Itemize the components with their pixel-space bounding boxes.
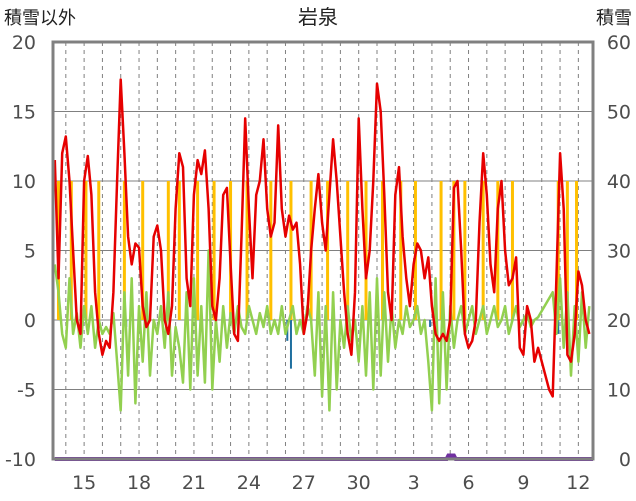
right-tick-label-4: 20	[607, 310, 631, 332]
sunshine-bar-18	[380, 181, 384, 320]
right-tick-label-2: 40	[607, 171, 631, 193]
precip-bar-2	[289, 320, 292, 369]
sunshine-bar-8	[196, 181, 200, 320]
sunshine-bar-26	[510, 181, 514, 320]
x-tick-label-4: 27	[292, 472, 316, 494]
x-tick-label-6: 3	[408, 472, 420, 494]
right-tick-label-5: 10	[607, 380, 631, 402]
precip-bar-5	[557, 320, 560, 334]
right-tick-label-3: 30	[607, 241, 631, 263]
right-tick-label-6: 0	[619, 449, 631, 471]
sunshine-bar-15	[326, 181, 330, 320]
temperature-line	[53, 78, 591, 398]
sunshine-bar-24	[481, 181, 485, 320]
x-tick-label-0: 15	[72, 472, 96, 494]
x-tick-label-2: 21	[182, 472, 206, 494]
sunshine-bar-11	[245, 181, 249, 320]
x-tick-label-1: 18	[127, 472, 151, 494]
plot-frame	[51, 40, 595, 461]
sunshine-bar-16	[346, 181, 350, 320]
left-tick-label-2: 10	[12, 171, 36, 193]
left-tick-label-4: 0	[24, 310, 36, 332]
x-tick-label-8: 9	[517, 472, 529, 494]
x-tick-label-3: 24	[237, 472, 261, 494]
left-tick-label-3: 5	[24, 241, 36, 263]
sunshine-bar-2	[84, 181, 88, 320]
temperature-series	[53, 78, 591, 398]
right-axis-label: 積雪	[596, 8, 632, 29]
sunshine-bar-7	[177, 181, 181, 320]
sunshine-bar-22	[452, 181, 456, 320]
sunshine-bar-25	[496, 181, 500, 320]
left-axis-label: 積雪以外	[4, 8, 76, 29]
right-tick-label-0: 60	[607, 32, 631, 54]
chart-title: 岩泉	[298, 5, 338, 29]
sunshine-bar-28	[565, 181, 569, 320]
wind-line	[53, 249, 591, 412]
sunshine-bar-5	[141, 181, 145, 320]
sunshine-bar-9	[212, 181, 216, 320]
sunshine-bar-4	[122, 181, 126, 320]
left-tick-label-1: 15	[12, 102, 36, 124]
sunshine-bar-29	[575, 181, 579, 320]
x-tick-label-5: 30	[347, 472, 371, 494]
sunshine-bar-23	[463, 181, 467, 320]
sunshine-bar-1	[69, 181, 73, 320]
x-tick-label-9: 12	[566, 472, 590, 494]
left-tick-label-5: -5	[17, 380, 36, 402]
x-tick-label-7: 6	[462, 472, 474, 494]
x-axis: 15 18 21 24 27 30 3 6 9 12	[72, 472, 590, 494]
sunshine-bar-17	[364, 181, 368, 320]
left-tick-label-0: 20	[12, 32, 36, 54]
right-tick-label-1: 50	[607, 102, 631, 124]
right-axis: 60 50 40 30 20 10 0	[607, 32, 631, 471]
sunshine-bar-19	[399, 181, 403, 320]
sunshine-bar-12	[269, 181, 273, 320]
sunshine-bar-6	[166, 181, 170, 320]
sunshine-bar-3	[97, 181, 101, 320]
sunshine-bar-21	[439, 181, 443, 320]
left-axis: 20 15 10 5 0 -5 -10	[5, 32, 36, 471]
wind-series	[53, 249, 591, 412]
left-tick-label-6: -10	[5, 449, 36, 471]
precip-bar-4	[429, 320, 432, 327]
sunshine-bar-13	[289, 181, 293, 320]
